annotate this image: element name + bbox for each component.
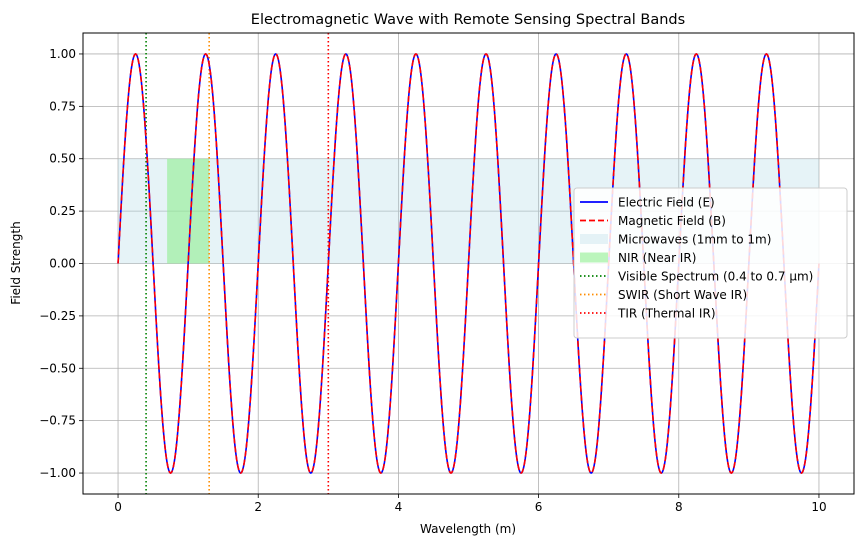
x-axis-ticks: 0 2 4 6 8 10 [114,494,827,514]
legend-box [573,187,848,339]
legend-label-5: SWIR (Short Wave IR) [618,288,747,302]
legend-label-2: Microwaves (1mm to 1m) [618,233,771,247]
x-tick-label: 8 [675,500,683,514]
y-axis-ticks: 1.00 0.75 0.50 0.25 0.00 −0.25 −0.50 −0.75 −1.00 [39,47,83,480]
legend-swatch-2 [580,234,608,244]
legend: Electric Field (E) Magnetic Field (B) Micr… [573,187,848,339]
y-axis-label: Field Strength [9,221,23,304]
legend-label-4: Visible Spectrum (0.4 to 0.7 µm) [618,270,813,284]
legend-label-0: Electric Field (E) [618,196,715,210]
y-tick-label: 0.00 [49,257,76,271]
y-tick-label: −0.75 [39,414,76,428]
legend-label-6: TIR (Thermal IR) [617,307,716,321]
y-tick-label: 1.00 [49,47,76,61]
y-tick-label: −0.25 [39,309,76,323]
y-tick-label: 0.75 [49,99,76,113]
x-tick-label: 0 [114,500,122,514]
legend-label-1: Magnetic Field (B) [618,214,726,228]
x-tick-label: 6 [535,500,543,514]
y-tick-label: 0.25 [49,204,76,218]
series-line-0 [117,53,820,474]
band-lines [145,33,330,494]
x-axis-label: Wavelength (m) [420,522,516,536]
legend-swatch-3 [580,252,608,263]
x-tick-label: 10 [811,500,826,514]
legend-label-3: NIR (Near IR) [618,251,696,265]
y-tick-label: −1.00 [39,466,76,480]
x-tick-label: 4 [395,500,403,514]
chart-title: Electromagnetic Wave with Remote Sensing… [251,12,685,28]
x-tick-label: 2 [254,500,262,514]
y-tick-label: −0.50 [39,361,76,375]
span-1 [167,158,210,264]
y-tick-label: 0.50 [49,152,76,166]
wave-lines [117,53,820,474]
